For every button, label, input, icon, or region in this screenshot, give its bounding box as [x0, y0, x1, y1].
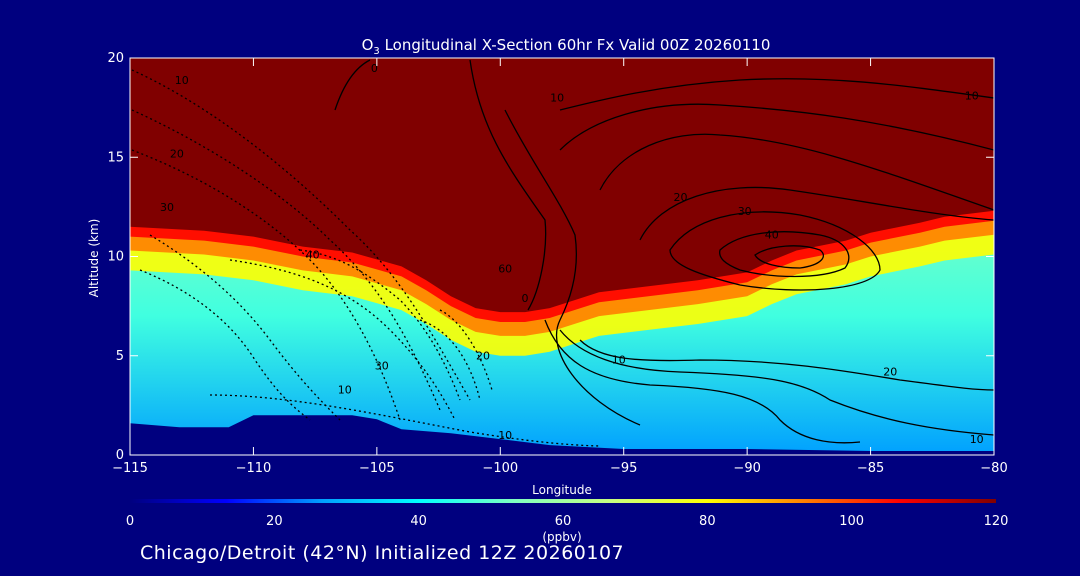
contour-label: 10 [970, 433, 984, 446]
contour-label: 0 [371, 62, 378, 75]
y-axis-ticks: 0 5 10 15 20 [107, 51, 994, 463]
contour-label: 60 [498, 262, 512, 275]
colorbar [130, 499, 996, 503]
terrain-mask [130, 415, 994, 455]
contour-label: 30 [375, 360, 389, 373]
ozone-contour-lines [131, 59, 994, 447]
x-tick-label: −80 [980, 461, 1007, 476]
contour-label: 10 [175, 74, 189, 87]
contour-label: 20 [476, 350, 490, 363]
y-tick-label: 10 [107, 250, 124, 265]
colorbar-ticks: 0 20 40 60 80 100 120 [126, 514, 1009, 529]
contour-label: 40 [306, 249, 320, 262]
x-tick-label: −90 [733, 461, 760, 476]
contour-label: 0 [522, 292, 529, 305]
colorbar-tick-label: 0 [126, 514, 134, 529]
colorbar-unit-label: (ppbv) [542, 530, 581, 544]
y-tick-label: 15 [107, 150, 124, 165]
contour-label: 20 [883, 366, 897, 379]
colorbar-tick-label: 80 [699, 514, 716, 529]
contour-label: 40 [765, 229, 779, 242]
chart-title: O3 Longitudinal X-Section 60hr Fx Valid … [362, 36, 771, 57]
colorbar-tick-label: 60 [555, 514, 572, 529]
y-axis-label: Altitude (km) [87, 219, 101, 298]
contour-label: 30 [160, 201, 174, 214]
y-tick-label: 0 [116, 448, 124, 463]
contour-label: 20 [674, 191, 688, 204]
contour-label: 10 [338, 384, 352, 397]
colorbar-tick-label: 40 [410, 514, 427, 529]
x-tick-label: −95 [610, 461, 637, 476]
contour-label: 20 [170, 147, 184, 160]
x-tick-label: −100 [482, 461, 518, 476]
y-tick-label: 5 [116, 349, 124, 364]
x-axis-ticks: −115 −110 −105 −100 −95 −90 −85 −80 [112, 58, 1008, 476]
contour-label: 30 [738, 205, 752, 218]
y-tick-label: 20 [107, 51, 124, 66]
stratospheric-ozone-region [130, 58, 994, 313]
plot-area: 10 20 30 40 30 10 20 10 60 0 0 10 10 20 30 40 10 20 10 [130, 58, 994, 455]
x-axis-label: Longitude [532, 483, 592, 497]
contour-labels: 10 20 30 40 30 10 20 10 60 0 0 10 10 20 30 40 10 20 10 [160, 62, 984, 446]
x-tick-label: −110 [236, 461, 272, 476]
footer-caption: Chicago/Detroit (42°N) Initialized 12Z 2… [140, 542, 625, 564]
contour-label: 10 [498, 429, 512, 442]
contour-label: 10 [612, 354, 626, 367]
x-tick-label: −105 [359, 461, 395, 476]
x-tick-label: −115 [112, 461, 148, 476]
contour-label: 10 [550, 92, 564, 105]
contour-label: 10 [965, 90, 979, 103]
x-tick-label: −85 [857, 461, 884, 476]
colorbar-tick-label: 120 [984, 514, 1009, 529]
colorbar-tick-label: 20 [266, 514, 283, 529]
colorbar-tick-label: 100 [839, 514, 864, 529]
